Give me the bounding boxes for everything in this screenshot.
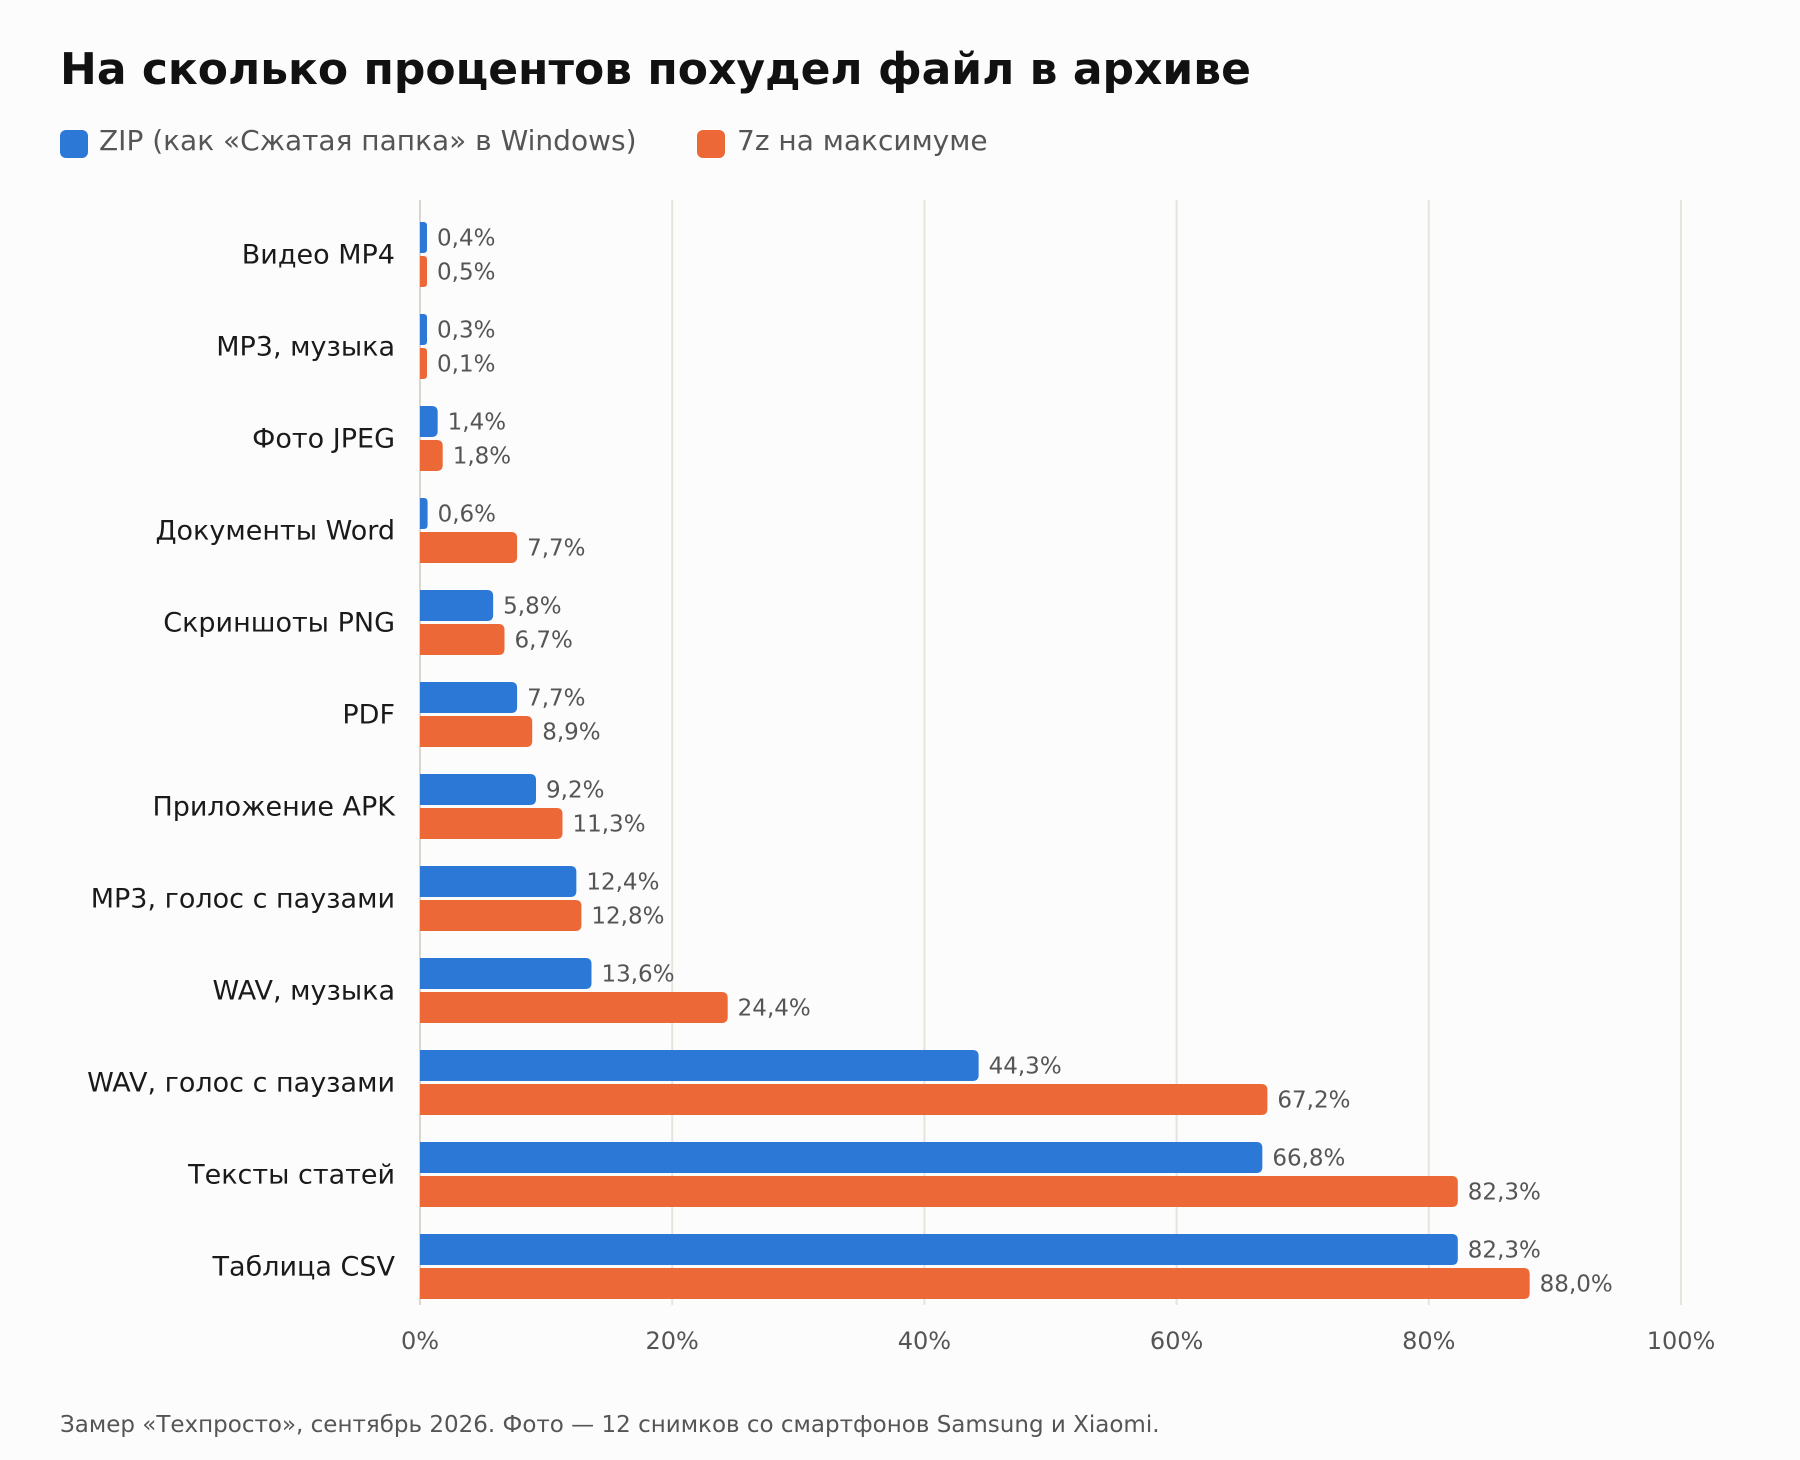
bar-zip <box>420 406 438 437</box>
category-label: Приложение APK <box>152 792 396 823</box>
legend-swatch-zip <box>60 130 88 158</box>
legend-swatch-7z <box>697 130 725 158</box>
x-tick-label: 80% <box>1402 1327 1455 1355</box>
bar-zip <box>420 498 428 529</box>
legend: ZIP (как «Сжатая папка» в Windows) 7z на… <box>60 124 988 158</box>
bar-7z <box>420 348 427 379</box>
value-label-7z: 24,4% <box>738 996 811 1022</box>
bar-7z <box>420 1084 1268 1115</box>
bar-7z <box>420 624 505 655</box>
category-label: Таблица CSV <box>212 1252 396 1283</box>
bar-7z <box>420 440 443 471</box>
bar-7z <box>420 1268 1530 1299</box>
bar-zip <box>420 590 494 621</box>
category-label: WAV, музыка <box>213 976 395 1007</box>
bar-7z <box>420 992 728 1023</box>
category-label: Тексты статей <box>187 1160 395 1191</box>
bar-zip <box>420 866 577 897</box>
bars <box>420 222 1530 1299</box>
category-label: Скриншоты PNG <box>163 608 395 639</box>
bar-zip <box>420 682 518 713</box>
grid <box>419 200 1682 1305</box>
value-label-7z: 88,0% <box>1540 1272 1613 1298</box>
value-label-7z: 12,8% <box>591 904 664 930</box>
bar-zip <box>420 958 592 989</box>
bar-7z <box>420 532 518 563</box>
value-label-zip: 0,3% <box>437 318 495 344</box>
value-label-zip: 0,6% <box>438 502 496 528</box>
x-axis-ticks: 0% 20% 40% 60% 80% 100% <box>401 1327 1715 1355</box>
value-label-7z: 1,8% <box>453 444 511 470</box>
bar-zip <box>420 222 427 253</box>
category-label: MP3, голос с паузами <box>91 884 395 915</box>
value-label-7z: 6,7% <box>514 628 572 654</box>
category-label: PDF <box>342 700 395 731</box>
value-label-zip: 66,8% <box>1272 1146 1345 1172</box>
bar-7z <box>420 256 427 287</box>
bar-zip <box>420 774 537 805</box>
value-label-zip: 5,8% <box>503 594 561 620</box>
bar-7z <box>420 808 563 839</box>
category-label: WAV, голос с паузами <box>87 1068 395 1099</box>
value-label-7z: 0,1% <box>437 352 495 378</box>
value-label-7z: 67,2% <box>1277 1088 1350 1114</box>
category-label: Видео MP4 <box>242 240 395 271</box>
value-labels: 0,4% 0,5% 0,3% 0,1% 1,4% 1,8% 0,6% 7,7% 5,8% 6,7%… <box>437 226 1613 1298</box>
value-label-7z: 0,5% <box>437 260 495 286</box>
x-tick-label: 40% <box>898 1327 951 1355</box>
bar-7z <box>420 900 582 931</box>
legend-label-7z: 7z на максимуме <box>737 124 988 157</box>
value-label-7z: 7,7% <box>527 536 585 562</box>
value-label-7z: 82,3% <box>1468 1180 1541 1206</box>
value-label-zip: 82,3% <box>1468 1238 1541 1264</box>
bar-zip <box>420 314 427 345</box>
value-label-7z: 8,9% <box>542 720 600 746</box>
bar-7z <box>420 716 533 747</box>
bar-zip <box>420 1050 979 1081</box>
value-label-zip: 13,6% <box>601 962 674 988</box>
category-labels: Видео MP4 MP3, музыка Фото JPEG Документы W… <box>87 240 396 1283</box>
bar-zip <box>420 1142 1263 1173</box>
chart-title: На сколько процентов похудел файл в архи… <box>60 44 1251 95</box>
x-tick-label: 20% <box>646 1327 699 1355</box>
source-note: Замер «Техпросто», сентябрь 2026. Фото —… <box>60 1412 1160 1438</box>
x-tick-label: 100% <box>1647 1327 1716 1355</box>
value-label-zip: 0,4% <box>437 226 495 252</box>
bar-7z <box>420 1176 1458 1207</box>
value-label-zip: 12,4% <box>586 870 659 896</box>
legend-label-zip: ZIP (как «Сжатая папка» в Windows) <box>99 124 637 157</box>
category-label: MP3, музыка <box>216 332 395 363</box>
x-tick-label: 60% <box>1150 1327 1203 1355</box>
value-label-zip: 7,7% <box>527 686 585 712</box>
value-label-7z: 11,3% <box>572 812 645 838</box>
category-label: Фото JPEG <box>252 424 395 455</box>
value-label-zip: 1,4% <box>448 410 506 436</box>
value-label-zip: 44,3% <box>989 1054 1062 1080</box>
x-tick-label: 0% <box>401 1327 439 1355</box>
category-label: Документы Word <box>155 516 395 547</box>
value-label-zip: 9,2% <box>546 778 604 804</box>
bar-zip <box>420 1234 1458 1265</box>
